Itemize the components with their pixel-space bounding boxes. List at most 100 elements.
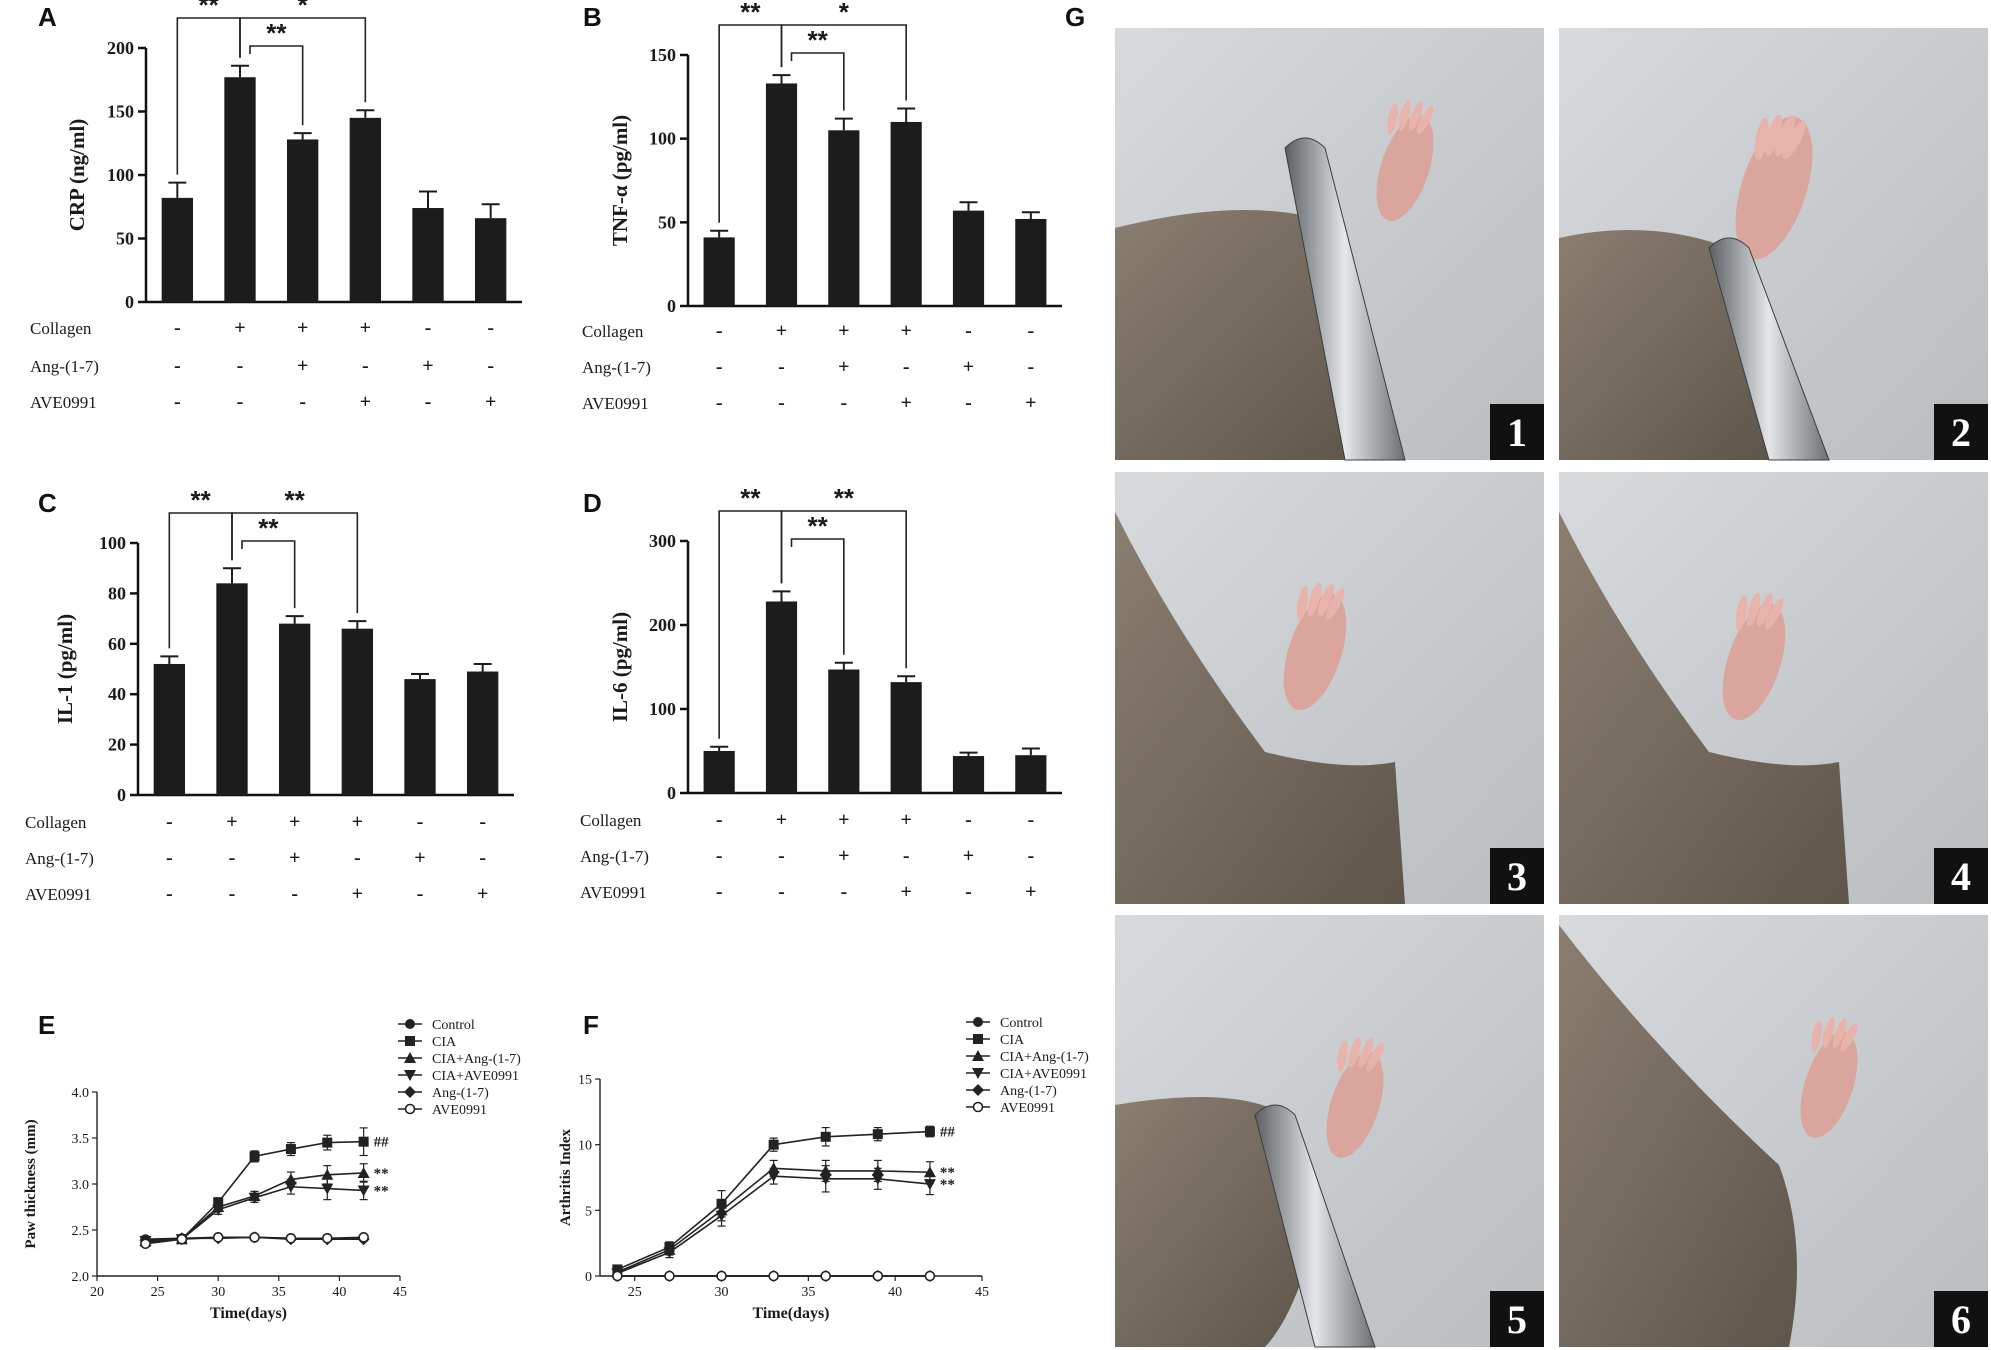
toe [1746,592,1761,627]
y-axis-title: IL-6 (pg/ml) [608,612,632,722]
marker-triangle-up [357,1166,370,1178]
mouse-body [1559,230,1769,460]
significance-label: ** [374,1166,389,1182]
y-tick-label: 150 [107,102,134,122]
bar [161,197,193,302]
marker-square [924,1126,935,1137]
significance-label: ** [374,1183,389,1199]
marker-open-circle [358,1232,369,1243]
legend-label: CIA+AVE0991 [432,1069,519,1084]
treatment-sign: - [299,391,306,413]
y-axis-title: Arthritis Index [558,1128,574,1226]
y-tick-label: 0 [125,292,134,312]
bar [703,751,735,793]
y-tick-label: 3.0 [72,1178,90,1193]
bar [412,208,444,302]
y-tick-label: 100 [649,129,676,149]
photo-4: 4 [1559,472,1988,904]
y-tick-label: 200 [649,615,676,635]
x-tick-label: 35 [272,1285,286,1300]
photo-3: 3 [1115,472,1544,904]
toe [1840,1022,1858,1052]
marker-square [768,1139,779,1150]
marker-open-circle [321,1232,333,1244]
panel-letter-f: F [583,1010,599,1040]
treatment-sign: - [716,845,723,867]
marker-open-circle [612,1270,623,1282]
treatment-sign: - [716,809,723,831]
marker-square [405,1036,415,1046]
marker-open-circle [972,1101,984,1113]
toe [1756,593,1773,627]
treatment-sign: - [166,883,173,905]
marker-square [358,1136,369,1147]
toe [1416,105,1434,135]
bar [1015,755,1047,793]
photo-1: 1 [1115,28,1544,461]
treatment-sign: - [166,847,173,869]
treatment-sign: + [477,883,488,905]
treatment-sign: + [900,881,911,903]
bar [475,218,507,302]
treatment-sign: - [417,883,424,905]
bar [341,628,373,795]
bar [216,583,248,795]
treatment-sign: - [903,356,910,378]
bar [153,663,185,795]
x-tick-label: 20 [90,1285,104,1300]
treatment-sign: - [716,356,723,378]
paw [1800,1032,1858,1138]
bar [890,682,922,793]
marker-open-circle [404,1103,416,1115]
treatment-sign: - [716,881,723,903]
bar [890,121,922,306]
marker-diamond [972,1084,984,1096]
y-tick-label: 100 [649,699,676,719]
treatment-sign: - [487,317,494,339]
y-tick-label: 200 [107,38,134,58]
toe [1358,1038,1374,1068]
bar [765,601,798,793]
line-chart-e: 20 25 30 35 40 45 2.0 2.5 3.0 3.5 4.0 Time(days) Paw… [23,1018,521,1322]
marker-open-circle [768,1270,779,1282]
marker-triangle-down [972,1068,984,1079]
series-line [145,1172,364,1242]
significance-label: ** [740,0,761,27]
panel-letter-a: A [38,2,57,32]
legend-label: CIA [1000,1033,1025,1048]
legend-label: Ang-(1-7) [1000,1084,1057,1099]
treatment-sign: + [485,391,496,413]
photo-label-box [1490,848,1544,904]
y-tick-label: 60 [108,634,126,654]
photo-6: 6 [1559,915,1988,1347]
treatment-sign: - [174,355,181,377]
marker-open-circle [664,1270,675,1282]
significance-label: ## [374,1135,390,1151]
treatment-sign: - [237,391,244,413]
marker-triangle-up [923,1166,936,1178]
bar [279,623,311,795]
toe [1408,101,1424,131]
paw [1722,603,1786,721]
bar [952,756,985,793]
significance-bracket [231,512,359,614]
treatment-sign: - [174,391,181,413]
treatment-sign: + [900,809,911,831]
significance-bracket [241,540,296,609]
significance-bracket [790,538,845,655]
significance-label: ** [199,0,220,20]
significance-label: * [839,0,850,27]
toe [1317,583,1334,617]
treatment-sign: - [778,392,785,414]
mouse-body [1115,1097,1315,1347]
bar [1015,218,1047,306]
line-chart-f: 25 30 35 40 45 0 5 10 15 Time(days) Arthritis Inde… [558,1016,1089,1322]
bar [952,210,985,306]
photo-label-box [1934,1291,1988,1347]
marker-open-circle [716,1270,727,1282]
marker-triangle-down [819,1173,832,1185]
toe [1348,1037,1361,1068]
